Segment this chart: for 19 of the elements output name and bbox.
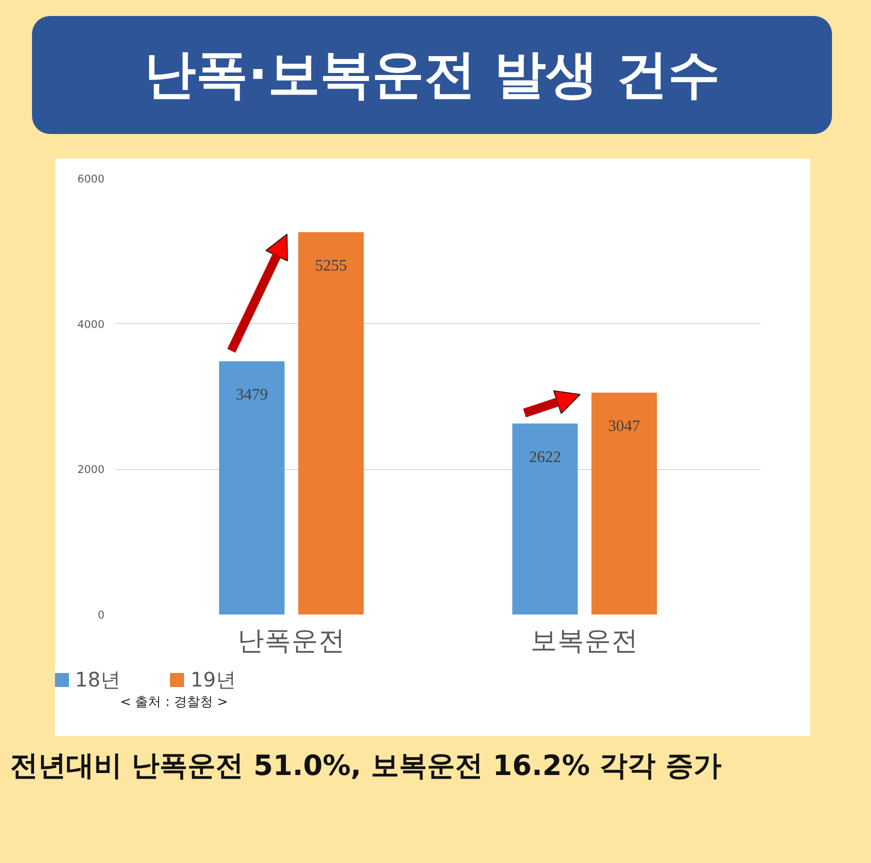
bar bbox=[591, 392, 657, 614]
legend-label: 19년 bbox=[190, 667, 236, 692]
chart-title: 난폭·보복운전 발생 건수 bbox=[144, 44, 720, 107]
y-tick-label: 4000 bbox=[77, 318, 105, 331]
y-tick-label: 0 bbox=[98, 608, 105, 622]
data-label: 3479 bbox=[236, 386, 268, 404]
x-tick-label: 보복운전 bbox=[530, 626, 639, 656]
bar bbox=[512, 423, 578, 614]
data-label: 5255 bbox=[314, 258, 347, 275]
data-label: 2622 bbox=[529, 448, 562, 466]
legend-label: 18년 bbox=[75, 667, 120, 692]
text: 전년대비 난폭운전 51.0%, 보복운전 16.2% 각각 증가 bbox=[10, 748, 722, 784]
bar bbox=[219, 361, 285, 614]
y-tick-label: 2000 bbox=[77, 463, 105, 476]
data-label: 3047 bbox=[608, 418, 640, 436]
x-tick-label: 난폭운전 bbox=[237, 626, 346, 656]
y-tick-label: 6000 bbox=[77, 172, 105, 186]
text: < 출처 : 경찰청 > bbox=[119, 694, 228, 712]
bar bbox=[298, 232, 364, 614]
